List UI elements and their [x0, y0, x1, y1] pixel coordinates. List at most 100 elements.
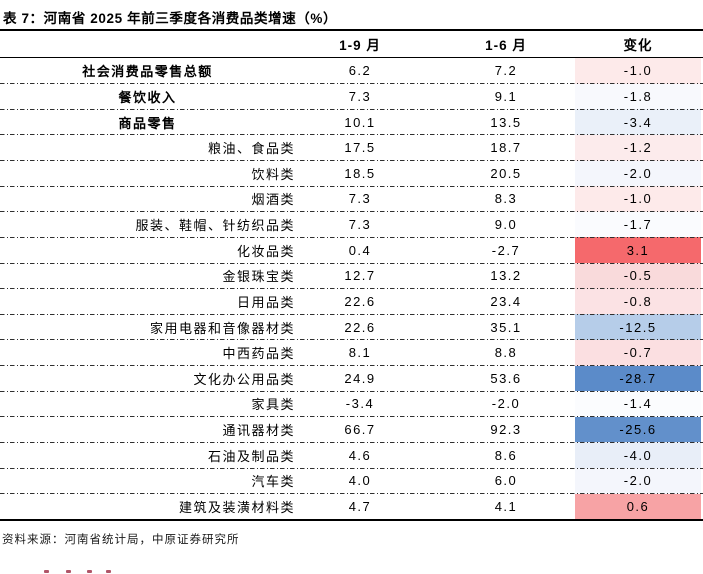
table-row: 化妆品类 0.4 -2.7 3.1 — [0, 237, 703, 264]
source-note: 资料来源：河南省统计局，中原证券研究所 — [2, 534, 240, 546]
value-1-9m-cell: 10.1 — [344, 114, 376, 130]
change-cell: -1.7 — [575, 211, 701, 238]
value-1-6m-cell: 9.0 — [494, 217, 518, 233]
table-row: 社会消费品零售总额 6.2 7.2 -1.0 — [0, 58, 703, 84]
table-row: 餐饮收入 7.3 9.1 -1.8 — [0, 83, 703, 110]
change-cell: -2.0 — [575, 468, 701, 494]
cutoff-red-text-fragment — [87, 570, 92, 573]
value-1-9m-cell: 66.7 — [344, 422, 376, 438]
change-cell: -28.7 — [575, 365, 701, 392]
value-1-9m-cell: 4.7 — [348, 498, 372, 514]
category-cell: 文化办公用品类 — [193, 371, 295, 387]
value-1-9m-cell: 18.5 — [344, 165, 376, 181]
value-1-9m-cell: 7.3 — [348, 217, 372, 233]
value-1-6m-cell: 35.1 — [490, 319, 522, 335]
change-cell: -3.4 — [575, 109, 701, 135]
value-1-9m-cell: 7.3 — [348, 191, 372, 207]
table-row: 粮油、食品类 17.5 18.7 -1.2 — [0, 134, 703, 161]
change-cell: -0.8 — [575, 288, 701, 315]
value-1-6m-cell: -2.0 — [491, 396, 521, 412]
value-1-9m-cell: 4.6 — [348, 447, 372, 463]
table-row: 商品零售 10.1 13.5 -3.4 — [0, 109, 703, 135]
table-row: 石油及制品类 4.6 8.6 -4.0 — [0, 442, 703, 469]
category-cell: 商品零售 — [118, 115, 177, 131]
table-title: 表 7：河南省 2025 年前三季度各消费品类增速（%） — [3, 11, 338, 26]
change-cell: -1.0 — [575, 58, 701, 84]
value-1-9m-cell: 7.3 — [348, 88, 372, 104]
category-cell: 家具类 — [251, 397, 295, 413]
table-row: 金银珠宝类 12.7 13.2 -0.5 — [0, 263, 703, 289]
category-cell: 通讯器材类 — [222, 423, 295, 439]
change-cell: -1.2 — [575, 134, 701, 161]
value-1-6m-cell: 9.1 — [494, 88, 518, 104]
change-cell: -2.0 — [575, 160, 701, 187]
category-cell: 石油及制品类 — [207, 448, 295, 464]
table-row: 通讯器材类 66.7 92.3 -25.6 — [0, 416, 703, 443]
table-row: 家具类 -3.4 -2.0 -1.4 — [0, 391, 703, 417]
table-row: 中西药品类 8.1 8.8 -0.7 — [0, 339, 703, 366]
table-header-row: 1-9 月 1-6 月 变化 — [0, 31, 703, 58]
value-1-6m-cell: 8.8 — [494, 345, 518, 361]
value-1-6m-cell: 4.1 — [494, 498, 518, 514]
category-cell: 社会消费品零售总额 — [82, 64, 213, 80]
table-row: 烟酒类 7.3 8.3 -1.0 — [0, 186, 703, 212]
category-cell: 化妆品类 — [236, 243, 295, 259]
table-row: 汽车类 4.0 6.0 -2.0 — [0, 468, 703, 494]
cutoff-red-text-fragment — [44, 570, 49, 573]
category-cell: 粮油、食品类 — [207, 141, 295, 157]
change-cell: -25.6 — [575, 416, 701, 443]
value-1-6m-cell: 6.0 — [494, 473, 518, 489]
value-1-6m-cell: 8.3 — [494, 191, 518, 207]
value-1-9m-cell: 6.2 — [348, 63, 372, 79]
header-col-1-9m: 1-9 月 — [339, 38, 381, 53]
table-row: 建筑及装潢材料类 4.7 4.1 0.6 — [0, 493, 703, 520]
value-1-9m-cell: -3.4 — [345, 396, 375, 412]
value-1-6m-cell: 18.7 — [490, 140, 522, 156]
category-cell: 日用品类 — [236, 294, 295, 310]
category-cell: 烟酒类 — [251, 192, 295, 208]
category-cell: 家用电器和音像器材类 — [149, 320, 295, 336]
table-body: 社会消费品零售总额 6.2 7.2 -1.0 餐饮收入 7.3 9.1 -1.8… — [0, 58, 703, 520]
value-1-9m-cell: 4.0 — [348, 473, 372, 489]
value-1-9m-cell: 22.6 — [344, 319, 376, 335]
value-1-9m-cell: 8.1 — [348, 345, 372, 361]
category-cell: 汽车类 — [251, 474, 295, 490]
category-cell: 中西药品类 — [222, 346, 295, 362]
value-1-6m-cell: 20.5 — [490, 165, 522, 181]
change-cell: 0.6 — [575, 493, 701, 520]
value-1-9m-cell: 24.9 — [344, 370, 376, 386]
value-1-9m-cell: 17.5 — [344, 140, 376, 156]
consumption-growth-table: 1-9 月 1-6 月 变化 社会消费品零售总额 6.2 7.2 -1.0 餐饮… — [0, 29, 703, 522]
table-row: 家用电器和音像器材类 22.6 35.1 -12.5 — [0, 314, 703, 340]
table-row: 服装、鞋帽、针纺织品类 7.3 9.0 -1.7 — [0, 211, 703, 238]
value-1-6m-cell: 13.2 — [490, 268, 522, 284]
change-cell: -1.0 — [575, 186, 701, 212]
value-1-9m-cell: 22.6 — [344, 293, 376, 309]
category-cell: 建筑及装潢材料类 — [178, 499, 295, 515]
change-cell: -4.0 — [575, 442, 701, 468]
value-1-6m-cell: -2.7 — [491, 242, 521, 258]
change-cell: -12.5 — [575, 314, 701, 340]
header-col-1-6m: 1-6 月 — [485, 38, 527, 53]
category-cell: 餐饮收入 — [118, 89, 177, 105]
change-cell: -1.4 — [575, 391, 701, 417]
category-cell: 服装、鞋帽、针纺织品类 — [135, 218, 295, 234]
value-1-6m-cell: 8.6 — [494, 447, 518, 463]
value-1-9m-cell: 12.7 — [344, 268, 376, 284]
change-cell: 3.1 — [575, 237, 701, 263]
change-cell: -0.5 — [575, 263, 701, 289]
value-1-6m-cell: 23.4 — [490, 293, 522, 309]
table-row: 日用品类 22.6 23.4 -0.8 — [0, 288, 703, 315]
table-row: 文化办公用品类 24.9 53.6 -28.7 — [0, 365, 703, 392]
cutoff-red-text-fragment — [106, 570, 111, 573]
header-col-change: 变化 — [623, 38, 653, 53]
value-1-6m-cell: 53.6 — [490, 370, 522, 386]
cutoff-red-text-fragment — [66, 570, 71, 573]
change-cell: -0.7 — [575, 339, 701, 366]
value-1-9m-cell: 0.4 — [348, 242, 372, 258]
value-1-6m-cell: 13.5 — [490, 114, 522, 130]
category-cell: 金银珠宝类 — [222, 269, 295, 285]
table-row: 饮料类 18.5 20.5 -2.0 — [0, 160, 703, 187]
value-1-6m-cell: 7.2 — [494, 63, 518, 79]
